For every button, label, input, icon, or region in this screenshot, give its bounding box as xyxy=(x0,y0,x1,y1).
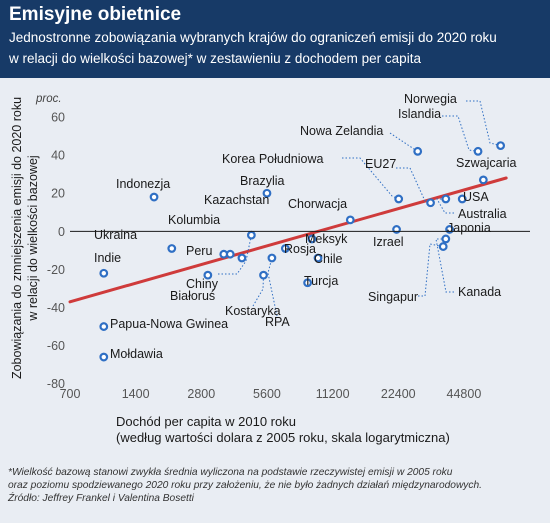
data-label-chiny: Chiny xyxy=(186,277,219,291)
data-point-australia xyxy=(441,194,451,204)
x-tick-label: 11200 xyxy=(316,387,350,401)
data-point-bialorus xyxy=(246,230,256,240)
data-label-moldawia: Mołdawia xyxy=(110,347,163,361)
y-axis-title: Zobowiązania do zmniejszenia emisji do 2… xyxy=(10,97,24,379)
data-point-kostaryka xyxy=(259,270,268,280)
data-label-izrael: Izrael xyxy=(373,235,404,249)
data-label-ukraina: Ukraina xyxy=(94,228,137,242)
data-point-kazachstan xyxy=(237,253,247,263)
y-tick-label: -40 xyxy=(47,301,65,315)
leader-line-kostaryka xyxy=(252,275,265,307)
leader-line-kanada xyxy=(435,238,454,293)
scatter-chart: Indie Indonezja Ukraina Papua-Nowa Gwinea Mo… xyxy=(10,92,530,445)
header-banner: Emisyjne obietnice Jednostronne zobowiąz… xyxy=(0,0,550,78)
data-label-australia: Australia xyxy=(458,207,507,221)
subtitle-line-2: w relacji do wielkości bazowej* w zestaw… xyxy=(9,51,421,66)
data-label-chorwacja: Chorwacja xyxy=(288,197,347,211)
leader-line-nowa-zelandia xyxy=(389,132,418,152)
data-point-norwegia xyxy=(496,141,506,151)
data-label-brazylia: Brazylia xyxy=(240,174,285,188)
data-label-meksyk: Meksyk xyxy=(305,232,348,246)
footnote-source: Źródło: Jeffrey Frankel i Valentina Bose… xyxy=(8,493,194,504)
data-label-usa: USA xyxy=(463,190,489,204)
x-axis-subtitle: (według wartości dolara z 2005 roku, ska… xyxy=(116,430,450,445)
data-label-nowa-zelandia: Nowa Zelandia xyxy=(300,124,383,138)
page-title: Emisyjne obietnice xyxy=(9,4,182,25)
data-label-bialorus: Białoruś xyxy=(170,289,215,303)
data-point-szwajcaria xyxy=(478,175,488,185)
data-label-papua-nowa-gwinea: Papua-Nowa Gwinea xyxy=(110,317,228,331)
data-label-indie: Indie xyxy=(94,251,121,265)
x-tick-label: 2800 xyxy=(187,387,215,401)
x-tick-label: 1400 xyxy=(122,387,150,401)
data-point-singapur xyxy=(438,242,448,251)
x-axis-title: Dochód per capita w 2010 roku xyxy=(116,414,296,429)
data-point-ukraina xyxy=(167,244,177,253)
data-point-indie xyxy=(99,268,109,278)
data-label-korea-poludniowa: Korea Południowa xyxy=(222,152,324,166)
data-label-islandia: Islandia xyxy=(398,107,441,121)
data-label-peru: Peru xyxy=(186,244,212,258)
data-point-chile xyxy=(313,253,323,263)
x-tick-label: 22400 xyxy=(381,387,416,401)
x-tick-label: 5600 xyxy=(253,387,281,401)
data-point-nowa-zelandia xyxy=(413,146,423,156)
x-tick-label: 44800 xyxy=(447,387,482,401)
data-label-norwegia: Norwegia xyxy=(404,92,457,106)
data-point-meksyk xyxy=(307,234,317,244)
footnote-line-2: oraz poziomu spodziewanego 2020 roku prz… xyxy=(8,480,482,491)
leader-line-australia xyxy=(436,198,454,214)
data-point-eu27 xyxy=(426,198,435,208)
y-tick-label: -20 xyxy=(47,263,65,277)
y-tick-label: 60 xyxy=(51,111,65,125)
data-point-brazylia xyxy=(262,188,272,198)
subtitle-line-1: Jednostronne zobowiązania wybranych kraj… xyxy=(9,30,497,45)
data-point-chiny xyxy=(203,270,213,280)
x-tick-label: 700 xyxy=(60,387,81,401)
y-unit-label: proc. xyxy=(35,93,62,105)
data-point-papua-nowa-gwinea xyxy=(99,322,109,331)
data-label-kazachstan: Kazachstan xyxy=(204,193,269,207)
data-label-kostaryka: Kostaryka xyxy=(225,304,281,318)
leader-line-norwegia xyxy=(466,100,501,147)
data-point-islandia xyxy=(473,146,483,156)
y-tick-label: 20 xyxy=(51,187,65,201)
data-point-rpa xyxy=(267,253,277,263)
data-label-singapur: Singapur xyxy=(368,290,418,304)
data-label-indonezja: Indonezja xyxy=(116,177,170,191)
data-point-korea-poludniowa xyxy=(394,194,404,204)
data-label-turcja: Turcja xyxy=(304,274,338,288)
leader-line-rpa xyxy=(267,257,278,317)
trend-line xyxy=(68,176,508,304)
data-point-kolumbia xyxy=(225,249,235,259)
data-label-kolumbia: Kolumbia xyxy=(168,213,220,227)
data-label-japonia: Japonia xyxy=(447,221,491,235)
data-point-rosja xyxy=(280,244,290,253)
y-tick-label: -80 xyxy=(47,377,65,391)
footnote: *Wielkość bazową stanowi zwykła średnia … xyxy=(8,466,544,505)
data-point-kanada xyxy=(441,234,451,244)
leader-line-islandia xyxy=(442,115,479,152)
data-label-rpa: RPA xyxy=(265,315,290,329)
y-tick-label: 40 xyxy=(51,149,65,163)
data-label-chile: Chile xyxy=(314,252,343,266)
data-label-eu27: EU27 xyxy=(365,157,396,171)
data-point-turcja xyxy=(303,278,312,288)
leader-line-singapur xyxy=(418,243,444,297)
data-point-chorwacja xyxy=(345,215,355,225)
data-label-rosja: Rosja xyxy=(284,242,316,256)
data-label-kanada: Kanada xyxy=(458,285,501,299)
data-point-usa xyxy=(457,194,467,204)
data-point-indonezja xyxy=(149,192,159,202)
footnote-line-1: *Wielkość bazową stanowi zwykła średnia … xyxy=(8,467,453,478)
data-point-moldawia xyxy=(99,352,109,362)
y-tick-label: 0 xyxy=(58,225,65,239)
y-axis-subtitle: w relacji do wielkości bazowej xyxy=(26,155,40,321)
data-label-szwajcaria: Szwajcaria xyxy=(456,156,516,170)
y-tick-label: -60 xyxy=(47,339,65,353)
